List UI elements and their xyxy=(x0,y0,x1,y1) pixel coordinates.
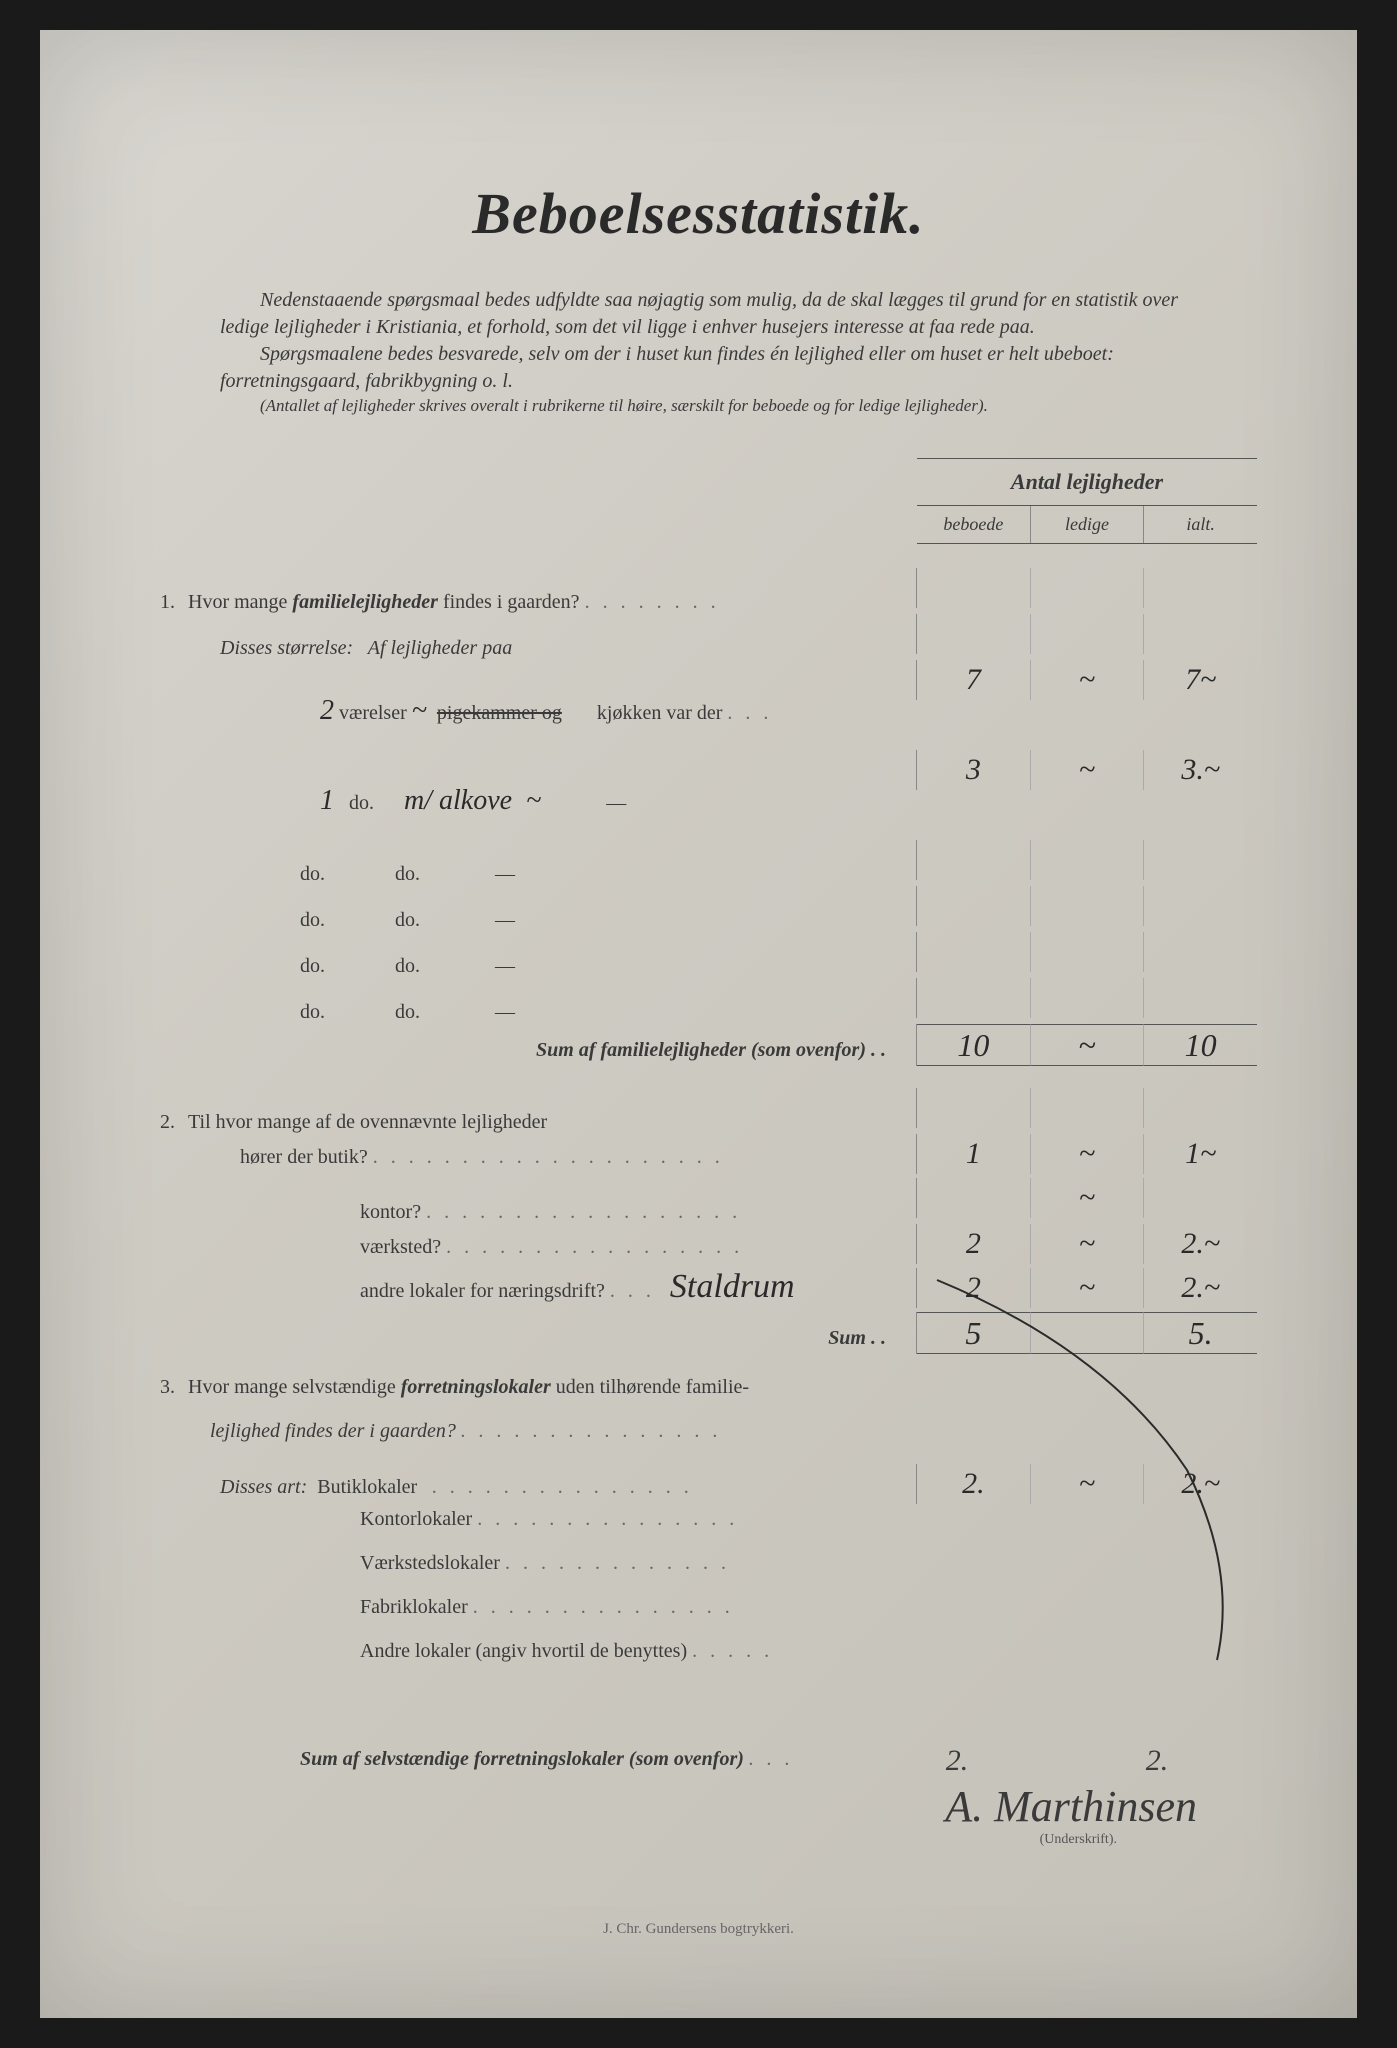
q3-row-fabrik: Fabriklokaler . . . . . . . . . . . . . … xyxy=(160,1596,1257,1640)
q3-sub: Disses art: Butiklokaler . . . . . . . .… xyxy=(160,1464,1257,1508)
q3-row-kontor: Kontorlokaler . . . . . . . . . . . . . … xyxy=(160,1508,1257,1552)
q2-heading: 2.Til hvor mange af de ovennævnte lejlig… xyxy=(160,1088,1257,1134)
intro-p2: Spørgsmaalene bedes besvarede, selv om d… xyxy=(220,341,1207,395)
q3-row-vaerksted: Værkstedslokaler . . . . . . . . . . . .… xyxy=(160,1552,1257,1596)
printer-credit: J. Chr. Gundersens bogtrykkeri. xyxy=(100,1921,1297,1938)
signature: A. Marthinsen xyxy=(300,1781,1237,1832)
q2-row-kontor: kontor? . . . . . . . . . . . . . . . . … xyxy=(160,1178,1257,1224)
intro-text: Nedenstaaende spørgsmaal bedes udfyldte … xyxy=(220,287,1207,418)
document-title: Beboelsesstatistik. xyxy=(100,180,1297,247)
q1-row-1: 2 værelser ~ pigekammer og kjøkken var d… xyxy=(160,660,1257,750)
q1-row-4: do. do. — xyxy=(160,886,1257,932)
header-title: Antal lejligheder xyxy=(917,459,1257,506)
q3-heading-1: 3.Hvor mange selvstændige forretningslok… xyxy=(160,1376,1257,1420)
q3-row-andre: Andre lokaler (angiv hvortil de benyttes… xyxy=(160,1640,1257,1684)
intro-p3: (Antallet af lejligheder skrives overalt… xyxy=(220,395,1207,418)
q1-row-3: do. do. — xyxy=(160,840,1257,886)
q1-sub: Disses størrelse: Af lejligheder paa xyxy=(160,614,1257,660)
table-header: Antal lejligheder beboede ledige ialt. xyxy=(917,458,1257,544)
q1-sum: Sum af familielejligheder (som ovenfor) … xyxy=(160,1024,1257,1068)
q3-heading-2: lejlighed findes der i gaarden? . . . . … xyxy=(160,1420,1257,1464)
q1-row-5: do. do. — xyxy=(160,932,1257,978)
col-ialt: ialt. xyxy=(1143,506,1257,543)
q2-row-vaerksted: værksted? . . . . . . . . . . . . . . . … xyxy=(160,1224,1257,1268)
footer-block: Sum af selvstændige forretningslokaler (… xyxy=(300,1748,1237,1848)
q2-sum: Sum . . 5 5. xyxy=(160,1312,1257,1356)
q1-row-2: 1 do. m/ alkove ~ — 3 ~ 3.~ xyxy=(160,750,1257,840)
scanned-page: Beboelsesstatistik. Nedenstaaende spørgs… xyxy=(40,30,1357,2018)
q2-row-butik: hører der butik? . . . . . . . . . . . .… xyxy=(160,1134,1257,1178)
page-content: Beboelsesstatistik. Nedenstaaende spørgs… xyxy=(100,70,1297,1958)
col-beboede: beboede xyxy=(917,506,1030,543)
col-ledige: ledige xyxy=(1030,506,1144,543)
signature-label: (Underskrift). xyxy=(300,1832,1237,1848)
q2-row-andre: andre lokaler for næringsdrift? . . . St… xyxy=(160,1268,1257,1312)
intro-p1: Nedenstaaende spørgsmaal bedes udfyldte … xyxy=(220,287,1207,341)
main-table: Antal lejligheder beboede ledige ialt. 1… xyxy=(160,458,1257,1684)
table-body: 1.Hvor mange familielejligheder findes i… xyxy=(160,458,1257,1684)
footer-sum-values: 2. 2. xyxy=(907,1744,1207,1778)
q1-row-6: do. do. — xyxy=(160,978,1257,1024)
q1-heading: 1.Hvor mange familielejligheder findes i… xyxy=(160,568,1257,614)
